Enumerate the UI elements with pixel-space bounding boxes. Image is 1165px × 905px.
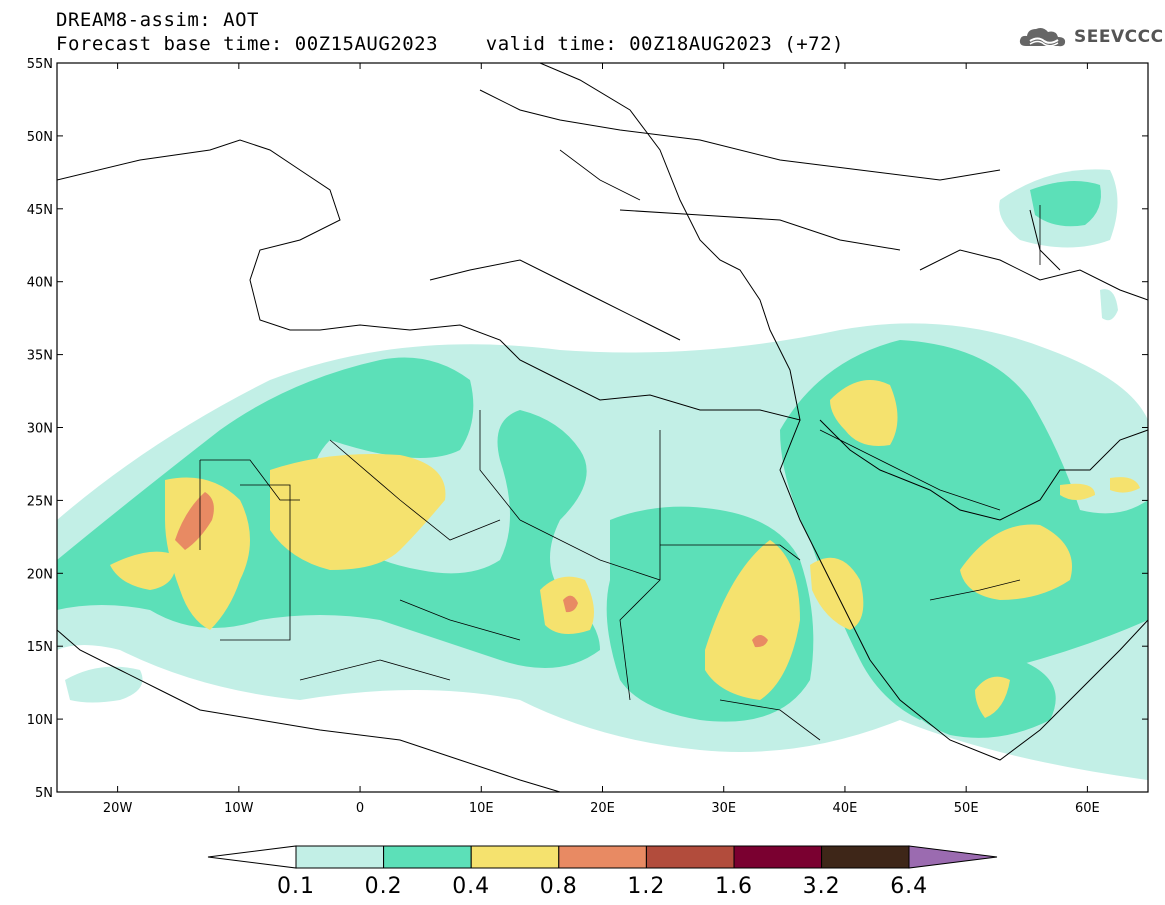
colorbar-swatch — [733, 845, 823, 869]
colorbar-swatch — [470, 845, 560, 869]
lon-tick-label: 60E — [1075, 801, 1100, 816]
lat-tick-label: 25N — [27, 494, 53, 509]
colorbar-label: 6.4 — [890, 874, 928, 899]
lon-tick-label: 0 — [356, 801, 364, 816]
lat-tick-label: 15N — [27, 640, 53, 655]
map-subtitle: Forecast base time: 00Z15AUG2023 valid t… — [56, 33, 844, 55]
colorbar-swatch — [558, 845, 647, 869]
aot-field — [57, 169, 1148, 780]
lon-tick-label: 30E — [711, 801, 736, 816]
lon-tick-label: 10E — [469, 801, 494, 816]
lon-tick-label: 40E — [833, 801, 858, 816]
colorbar: 0.1 0.2 0.4 0.8 1.2 1.6 3.2 6.4 — [207, 845, 998, 899]
colorbar-over-triangle — [908, 845, 998, 869]
map-title: DREAM8-assim: AOT — [56, 9, 259, 31]
colorbar-swatch — [645, 845, 735, 869]
colorbar-label: 0.1 — [277, 874, 315, 899]
coastlines — [57, 63, 1148, 792]
country-borders — [199, 149, 1041, 741]
lat-tick-label: 10N — [27, 713, 53, 728]
lon-tick-label: 20W — [103, 801, 133, 816]
seevccc-logo: SEEVCCC — [1018, 24, 1164, 50]
lon-tick-label: 10W — [224, 801, 254, 816]
colorbar-under-triangle — [207, 845, 297, 869]
colorbar-label: 0.4 — [452, 874, 490, 899]
lon-tick-label: 50E — [954, 801, 979, 816]
lat-tick-label: 35N — [27, 349, 53, 364]
colorbar-label: 1.2 — [627, 874, 665, 899]
lat-tick-label: 40N — [27, 276, 53, 291]
colorbar-swatch — [383, 845, 472, 869]
colorbar-swatch — [295, 845, 385, 869]
lat-tick-label: 30N — [27, 422, 53, 437]
aot-level-0.4 — [110, 380, 1140, 718]
colorbar-label: 1.6 — [715, 874, 753, 899]
lat-tick-label: 5N — [35, 786, 53, 801]
aot-level-0.8 — [175, 492, 768, 648]
logo-text: SEEVCCC — [1074, 27, 1164, 47]
colorbar-label: 3.2 — [803, 874, 841, 899]
cloud-icon — [1019, 28, 1066, 47]
lat-tick-label: 45N — [27, 203, 53, 218]
colorbar-swatch — [821, 845, 910, 869]
lat-axis-labels: 55N 50N 45N 40N 35N 30N 25N 20N 15N 10N 5N — [27, 57, 53, 801]
axis-ticks — [57, 62, 1148, 793]
lon-axis-labels: 20W 10W 0 10E 20E 30E 40E 50E 60E — [103, 801, 1100, 816]
colorbar-label: 0.2 — [365, 874, 403, 899]
lat-tick-label: 50N — [27, 130, 53, 145]
lat-tick-label: 55N — [27, 57, 53, 72]
colorbar-label: 0.8 — [540, 874, 578, 899]
lon-tick-label: 20E — [590, 801, 615, 816]
lat-tick-label: 20N — [27, 567, 53, 582]
